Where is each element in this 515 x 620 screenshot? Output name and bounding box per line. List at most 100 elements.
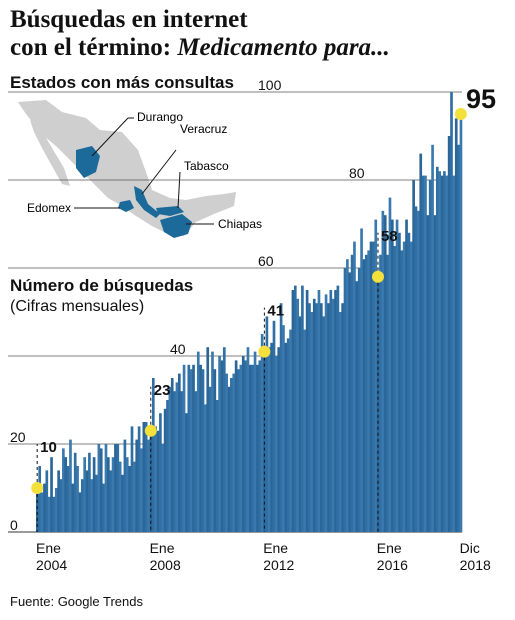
bar [62,448,65,532]
map-state-chiapas [160,214,192,238]
bar [317,290,321,532]
bar [372,241,375,532]
annotation-marker [31,482,44,494]
bar [159,413,162,532]
bar [452,175,456,532]
bar [88,452,91,532]
bar [239,364,243,532]
bar [215,400,219,532]
map-heading: Estados con más consultas [10,73,234,92]
bar [402,241,406,532]
bar [409,241,413,532]
y-tick-label: 20 [10,429,26,445]
annotation-label: 41 [267,303,284,320]
x-tick-label-bottom: 2008 [150,557,181,573]
bar [249,364,252,532]
bar [293,285,297,532]
x-tick-label-bottom: 2012 [263,557,294,573]
bar [107,457,110,532]
bar [383,215,387,532]
bar [407,232,411,533]
bar [111,457,115,532]
bar [121,474,124,532]
bar [47,496,51,532]
bar [346,259,349,532]
bar [258,360,262,532]
x-tick-label-top: Ene [263,540,288,556]
bar [301,285,304,532]
bar [218,356,221,532]
bar [374,219,378,532]
bar [180,391,184,532]
bar [286,338,290,532]
bar [187,364,191,532]
chart-title: Búsquedas en internet con el término: Me… [10,6,510,62]
bar [130,426,134,532]
bar [443,171,446,532]
bar [447,136,451,532]
bar [156,430,160,532]
bar [367,250,370,532]
bar [57,470,60,532]
bar-series [36,92,463,533]
bar [192,364,195,532]
bar [161,444,165,532]
bar [360,228,363,532]
bar [123,439,127,532]
bar [208,386,212,532]
x-tick-label-bottom: 2018 [460,557,491,573]
x-tick-label-bottom: 2016 [377,557,408,573]
bar [395,219,399,532]
bar [241,356,245,532]
y-tick-label: 60 [258,253,274,269]
y-tick-label: 40 [170,341,186,357]
map-label-durango: Durango [137,110,183,124]
bar [386,254,389,533]
bar [225,373,228,532]
bar [362,259,366,532]
bar [128,466,131,532]
bar [213,369,217,532]
bar [438,171,441,532]
bar [341,303,344,532]
bar [151,378,155,532]
mexico-map: Durango Veracruz Tabasco Edomex Chiapas [18,100,262,238]
bar [95,474,98,532]
annotation-label: 10 [40,439,57,456]
bar [445,175,449,532]
bar [92,457,96,532]
mexico-map-base [18,100,236,236]
bar [277,347,281,532]
chart-heading: Número de búsquedas [10,276,194,295]
bar [433,215,437,532]
bar [459,114,463,532]
bar [170,378,174,532]
bar [381,210,385,533]
bar [189,369,193,532]
bar [417,210,420,533]
bar [54,488,58,532]
annotation-label: 23 [154,382,171,399]
bar [398,232,401,533]
bar [144,422,148,532]
bar [97,444,101,532]
x-tick-label-bottom: 2004 [36,557,67,573]
bar [40,492,44,532]
bar [182,364,186,532]
annotation-marker [144,424,157,437]
bar [440,175,444,532]
bar [336,285,340,532]
bar [201,369,205,532]
bar [64,457,68,532]
bar [364,254,368,533]
bar [279,303,283,532]
bar [426,215,430,532]
bar [80,479,84,532]
bar [379,254,382,533]
bar [206,347,210,532]
bar [237,369,240,532]
annotation-marker [258,345,271,358]
bar [419,153,423,532]
bar [230,378,233,532]
